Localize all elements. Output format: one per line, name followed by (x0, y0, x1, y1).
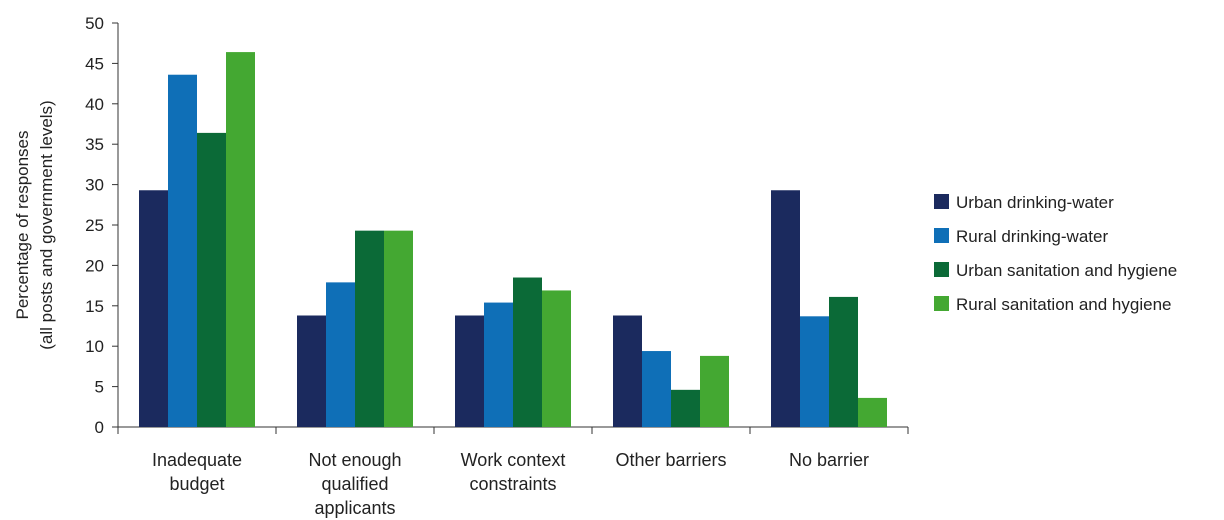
y-tick-label: 40 (85, 95, 104, 114)
bar (139, 190, 168, 427)
x-axis (117, 426, 909, 434)
y-tick-label: 0 (95, 418, 104, 437)
bar (700, 355, 729, 427)
bar (297, 315, 326, 427)
y-tick-label: 15 (85, 297, 104, 316)
x-category-label: Work context (461, 450, 566, 470)
x-category-label: applicants (314, 498, 395, 518)
legend-label: Urban sanitation and hygiene (956, 261, 1177, 280)
y-tick-label: 20 (85, 256, 104, 275)
bar (226, 52, 255, 427)
category-labels: Inadequate budget Not enough qualified appli… (152, 450, 869, 518)
bar (542, 290, 571, 427)
x-category-label: Other barriers (615, 450, 726, 470)
bar (355, 230, 384, 427)
y-axis-title: Percentage of responses (all posts and go… (13, 100, 56, 349)
y-tick-label: 30 (85, 176, 104, 195)
bar (642, 351, 671, 427)
legend: Urban drinking-water Rural drinking-water… (934, 193, 1177, 314)
legend-label: Urban drinking-water (956, 193, 1114, 212)
x-category-label: Inadequate (152, 450, 242, 470)
bar (671, 389, 700, 427)
y-tick-label: 10 (85, 337, 104, 356)
legend-swatch (934, 262, 949, 277)
y-tick-label: 50 (85, 14, 104, 33)
bar (455, 315, 484, 427)
bars (139, 52, 887, 427)
legend-swatch (934, 194, 949, 209)
x-category-label: budget (169, 474, 224, 494)
y-tick-label: 5 (95, 378, 104, 397)
bar (513, 277, 542, 427)
legend-swatch (934, 296, 949, 311)
y-axis-title-line: (all posts and government levels) (37, 100, 56, 349)
legend-label: Rural drinking-water (956, 227, 1108, 246)
bar (484, 302, 513, 427)
bar (326, 282, 355, 427)
x-category-label: Not enough (308, 450, 401, 470)
y-tick-label: 25 (85, 216, 104, 235)
y-tick-label: 35 (85, 135, 104, 154)
bar (197, 132, 226, 427)
y-axis: 0 5 10 15 20 25 30 35 40 45 50 (85, 14, 119, 437)
x-category-label: qualified (321, 474, 388, 494)
bar (384, 230, 413, 427)
bar (858, 397, 887, 427)
legend-swatch (934, 228, 949, 243)
legend-label: Rural sanitation and hygiene (956, 295, 1171, 314)
bar (613, 315, 642, 427)
bar (800, 316, 829, 427)
bar (829, 296, 858, 427)
x-category-label: No barrier (789, 450, 869, 470)
bar (168, 74, 197, 427)
x-category-label: constraints (469, 474, 556, 494)
y-axis-title-line: Percentage of responses (13, 130, 32, 319)
bar (771, 190, 800, 427)
y-tick-label: 45 (85, 54, 104, 73)
